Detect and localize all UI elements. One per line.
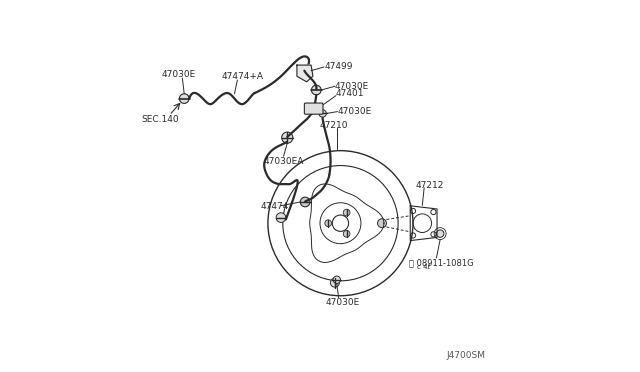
Circle shape	[300, 197, 310, 207]
Text: 47401: 47401	[336, 89, 365, 98]
Circle shape	[179, 94, 189, 103]
Circle shape	[282, 132, 293, 143]
Circle shape	[276, 213, 286, 222]
Circle shape	[330, 278, 339, 287]
Text: 47474: 47474	[260, 202, 289, 211]
Text: SEC.140: SEC.140	[141, 115, 179, 124]
Text: 47030EA: 47030EA	[263, 157, 303, 166]
Text: 47474+A: 47474+A	[221, 72, 264, 81]
Text: 47030E: 47030E	[337, 107, 372, 116]
Text: 47030E: 47030E	[162, 70, 196, 79]
Circle shape	[343, 231, 350, 237]
Polygon shape	[297, 65, 313, 82]
Text: J4700SM: J4700SM	[447, 351, 486, 360]
Text: 47210: 47210	[320, 121, 349, 130]
Text: 47499: 47499	[324, 62, 353, 71]
Text: 47030E: 47030E	[326, 298, 360, 307]
Circle shape	[325, 220, 332, 227]
Circle shape	[343, 209, 350, 216]
Circle shape	[307, 106, 312, 111]
Text: 47212: 47212	[415, 181, 444, 190]
Circle shape	[333, 276, 340, 283]
Circle shape	[312, 85, 321, 95]
Text: c 4ℓ: c 4ℓ	[417, 264, 431, 270]
Text: 47030E: 47030E	[335, 82, 369, 91]
Circle shape	[378, 219, 387, 228]
Text: Ⓝ 08911-1081G: Ⓝ 08911-1081G	[408, 258, 473, 267]
FancyBboxPatch shape	[305, 103, 323, 114]
Circle shape	[319, 110, 326, 117]
Circle shape	[436, 230, 444, 237]
Circle shape	[316, 106, 321, 111]
